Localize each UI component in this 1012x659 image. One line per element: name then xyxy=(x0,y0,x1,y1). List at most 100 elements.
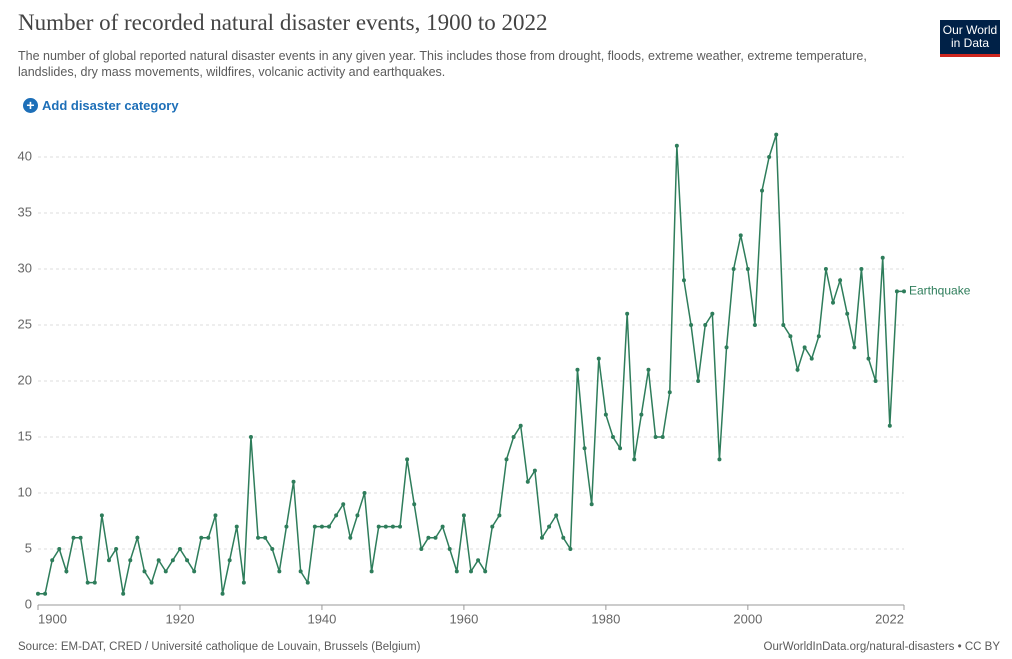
y-tick-label: 20 xyxy=(18,372,32,387)
point xyxy=(341,502,346,507)
point xyxy=(50,558,55,563)
point xyxy=(838,278,843,283)
point xyxy=(454,569,459,574)
point xyxy=(823,267,828,271)
point xyxy=(795,367,800,372)
point xyxy=(348,535,353,540)
point xyxy=(426,535,431,540)
point xyxy=(618,446,623,451)
point xyxy=(774,132,779,137)
y-tick-label: 0 xyxy=(25,596,32,611)
point xyxy=(653,435,658,439)
point xyxy=(312,524,317,529)
point xyxy=(547,524,552,529)
point xyxy=(667,390,672,395)
point xyxy=(760,188,765,193)
point xyxy=(554,513,559,518)
point xyxy=(270,547,275,551)
point xyxy=(717,457,722,462)
point xyxy=(71,535,76,540)
point xyxy=(206,535,211,540)
point xyxy=(575,367,580,372)
point xyxy=(177,547,182,551)
point xyxy=(788,334,793,339)
point xyxy=(447,547,452,551)
point xyxy=(156,558,161,563)
point xyxy=(99,513,104,518)
point xyxy=(568,547,573,551)
point xyxy=(376,524,381,529)
point xyxy=(816,334,821,339)
x-tick-label: 1900 xyxy=(38,611,67,626)
point xyxy=(873,379,878,383)
point xyxy=(128,558,133,563)
point xyxy=(483,569,488,574)
point xyxy=(43,591,48,596)
point xyxy=(291,479,296,484)
point xyxy=(767,155,772,159)
y-tick-label: 5 xyxy=(25,540,32,555)
point xyxy=(902,289,906,294)
point xyxy=(603,412,608,417)
x-tick-label: 1920 xyxy=(166,611,195,626)
x-tick-label: 1960 xyxy=(449,611,478,626)
x-tick-label: 2022 xyxy=(875,611,904,626)
y-tick-label: 10 xyxy=(18,484,32,499)
y-tick-label: 15 xyxy=(18,428,32,443)
point xyxy=(625,311,630,316)
point xyxy=(731,267,736,271)
point xyxy=(880,255,885,260)
point xyxy=(64,569,69,574)
point xyxy=(78,535,83,540)
y-tick-label: 35 xyxy=(18,204,32,219)
logo[interactable]: Our World in Data xyxy=(940,20,1000,57)
x-tick-label: 1980 xyxy=(591,611,620,626)
point xyxy=(334,513,339,518)
source-url[interactable]: OurWorldInData.org/natural-disasters • C… xyxy=(763,641,1000,653)
point xyxy=(192,569,197,574)
point xyxy=(696,379,701,383)
point xyxy=(277,569,282,574)
point xyxy=(681,278,686,283)
point xyxy=(149,580,154,585)
point xyxy=(582,446,587,451)
point xyxy=(504,457,509,462)
point xyxy=(831,300,836,305)
point xyxy=(469,569,473,574)
point xyxy=(106,558,111,563)
point xyxy=(263,535,268,540)
y-tick-label: 30 xyxy=(18,260,32,275)
point xyxy=(135,535,140,540)
point xyxy=(305,580,310,585)
point xyxy=(866,356,871,361)
point xyxy=(327,524,332,529)
point xyxy=(390,524,395,529)
point xyxy=(660,435,665,439)
y-tick-label: 25 xyxy=(18,316,32,331)
point xyxy=(596,356,601,361)
line xyxy=(38,134,904,595)
point xyxy=(511,435,516,439)
point xyxy=(57,547,62,551)
point xyxy=(412,502,417,507)
point xyxy=(738,233,743,238)
point xyxy=(646,367,651,372)
x-tick-label: 2000 xyxy=(733,611,762,626)
point xyxy=(241,580,246,585)
point xyxy=(256,535,261,540)
point xyxy=(476,558,481,563)
chart-subtitle: The number of global reported natural di… xyxy=(18,49,867,79)
plus-icon: + xyxy=(23,98,38,113)
point xyxy=(170,558,175,563)
point xyxy=(724,345,729,350)
point xyxy=(199,535,204,540)
point xyxy=(121,591,126,596)
point xyxy=(589,502,594,507)
point xyxy=(752,323,757,327)
point xyxy=(845,311,850,316)
y-tick-label: 40 xyxy=(18,148,32,163)
add-category-button[interactable]: + Add disaster category xyxy=(23,98,179,113)
point xyxy=(248,435,253,439)
point xyxy=(163,569,168,574)
